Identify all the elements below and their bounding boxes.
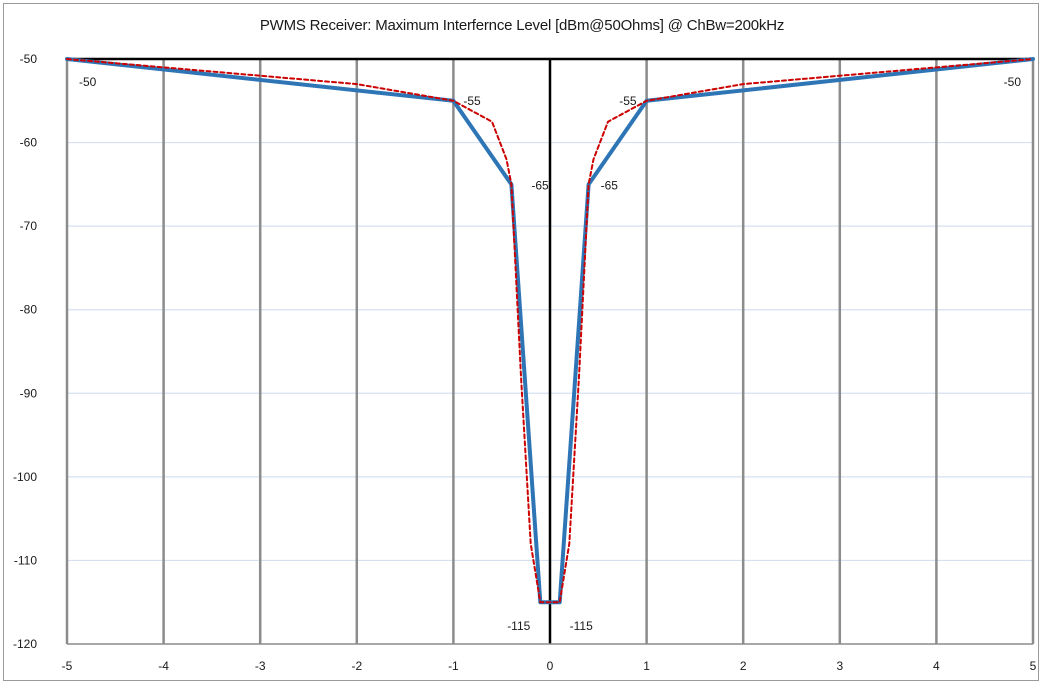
data-label: -115	[507, 619, 530, 633]
tick-label-layer: -50 -60 -70 -80 -90 -100 -110 -120 -5 -4 -3 -2 -1 0 1 2…	[13, 52, 1037, 673]
data-label: -65	[601, 178, 619, 192]
x-tick-label: 4	[933, 659, 940, 673]
x-tick-label: -1	[448, 659, 459, 673]
y-tick-label: -80	[20, 303, 38, 317]
data-label: -55	[619, 94, 637, 108]
x-tick-label: -4	[158, 659, 169, 673]
x-tick-label: 0	[547, 659, 554, 673]
data-label: -55	[463, 94, 481, 108]
x-tick-label: -3	[255, 659, 266, 673]
grid-layer	[65, 59, 1035, 644]
y-tick-label: -90	[20, 386, 38, 400]
x-tick-label: 1	[643, 659, 650, 673]
x-tick-label: 2	[740, 659, 747, 673]
y-tick-label: -100	[13, 470, 37, 484]
y-tick-label: -120	[13, 637, 37, 651]
series-layer	[65, 57, 1035, 605]
y-tick-label: -60	[20, 136, 38, 150]
series-line-dashed	[66, 58, 1034, 604]
data-label: -50	[1004, 75, 1022, 89]
x-tick-label: -2	[351, 659, 362, 673]
x-tick-label: -5	[62, 659, 73, 673]
data-label: -115	[570, 619, 593, 633]
y-tick-label: -110	[14, 553, 37, 567]
data-label: -50	[79, 75, 97, 89]
x-tick-label: 3	[836, 659, 843, 673]
data-label: -65	[531, 178, 549, 192]
y-tick-label: -50	[20, 52, 38, 66]
x-tick-label: 5	[1030, 659, 1037, 673]
chart-title: PWMS Receiver: Maximum Interfernce Level…	[259, 17, 785, 34]
data-label-layer: -50 -55 -65 -115 -115 -65 -55 -50	[79, 75, 1021, 633]
axis-layer	[67, 57, 1033, 645]
y-tick-label: -70	[20, 219, 38, 233]
